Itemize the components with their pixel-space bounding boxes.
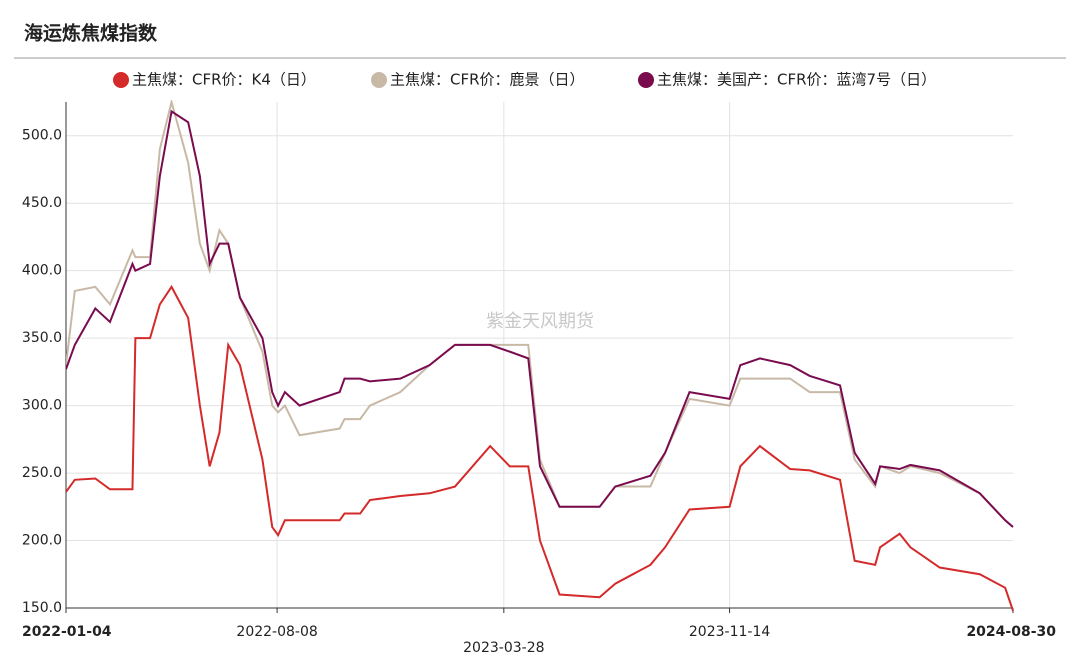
y-tick-label: 500.0 [22,128,62,144]
series-line [66,284,1014,612]
y-tick-label: 400.0 [22,263,62,279]
legend-label: 主焦煤：美国产：CFR价：蓝湾7号（日） [657,71,936,89]
y-tick-label: 450.0 [22,195,62,211]
legend-label: 主焦煤：CFR价：K4（日） [132,71,316,89]
series-line [66,109,1014,528]
y-tick-label: 300.0 [22,398,62,414]
legend-label: 主焦煤：CFR价：鹿景（日） [390,71,585,89]
legend-marker [371,72,387,88]
y-tick-label: 250.0 [22,465,62,481]
chart-title: 海运炼焦煤指数 [24,22,158,45]
legend-marker [638,72,654,88]
legend-marker [113,72,129,88]
y-tick-label: 350.0 [22,330,62,346]
x-tick-label: 2022-08-08 [236,624,317,640]
y-tick-label: 150.0 [22,600,62,616]
x-tick-label: 2023-11-14 [689,624,770,640]
x-tick-label: 2024-08-30 [966,624,1056,640]
watermark: 紫金天风期货 [486,311,594,332]
x-tick-label: 2023-03-28 [463,640,544,656]
y-tick-label: 200.0 [22,533,62,549]
x-tick-label: 2022-01-04 [22,624,112,640]
